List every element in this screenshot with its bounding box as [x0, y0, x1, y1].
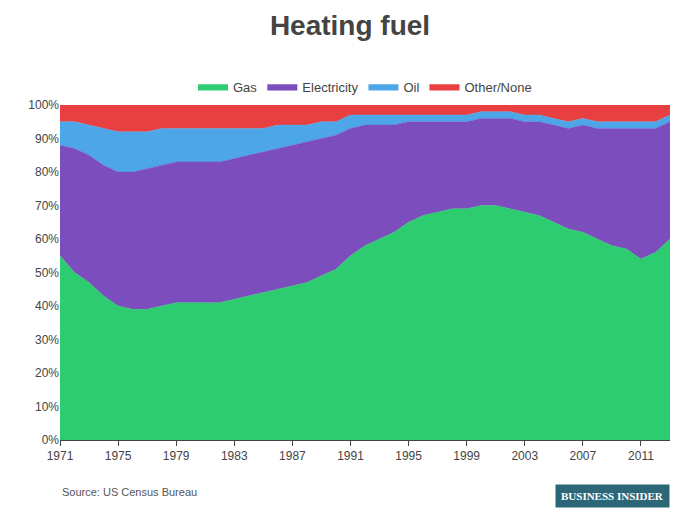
svg-text:1991: 1991: [337, 449, 364, 463]
svg-text:1995: 1995: [395, 449, 422, 463]
svg-text:Source: US Census Bureau: Source: US Census Bureau: [62, 486, 197, 498]
svg-text:Oil: Oil: [403, 80, 419, 95]
svg-text:Heating fuel: Heating fuel: [270, 10, 430, 41]
svg-text:1999: 1999: [453, 449, 480, 463]
svg-text:50%: 50%: [35, 266, 59, 280]
svg-text:70%: 70%: [35, 199, 59, 213]
svg-text:80%: 80%: [35, 165, 59, 179]
svg-text:0%: 0%: [42, 433, 60, 447]
svg-text:BUSINESS INSIDER: BUSINESS INSIDER: [561, 490, 664, 502]
svg-text:Gas: Gas: [233, 80, 257, 95]
svg-text:60%: 60%: [35, 232, 59, 246]
svg-text:2003: 2003: [511, 449, 538, 463]
svg-text:1979: 1979: [163, 449, 190, 463]
svg-text:Other/None: Other/None: [464, 80, 531, 95]
svg-text:20%: 20%: [35, 366, 59, 380]
svg-text:1975: 1975: [105, 449, 132, 463]
svg-text:1983: 1983: [221, 449, 248, 463]
svg-text:40%: 40%: [35, 299, 59, 313]
svg-text:90%: 90%: [35, 132, 59, 146]
svg-text:1971: 1971: [47, 449, 74, 463]
svg-text:10%: 10%: [35, 400, 59, 414]
svg-text:100%: 100%: [28, 98, 59, 112]
svg-text:1987: 1987: [279, 449, 306, 463]
svg-text:2007: 2007: [570, 449, 597, 463]
svg-text:Electricity: Electricity: [302, 80, 358, 95]
svg-text:2011: 2011: [628, 449, 654, 463]
svg-text:30%: 30%: [35, 333, 59, 347]
